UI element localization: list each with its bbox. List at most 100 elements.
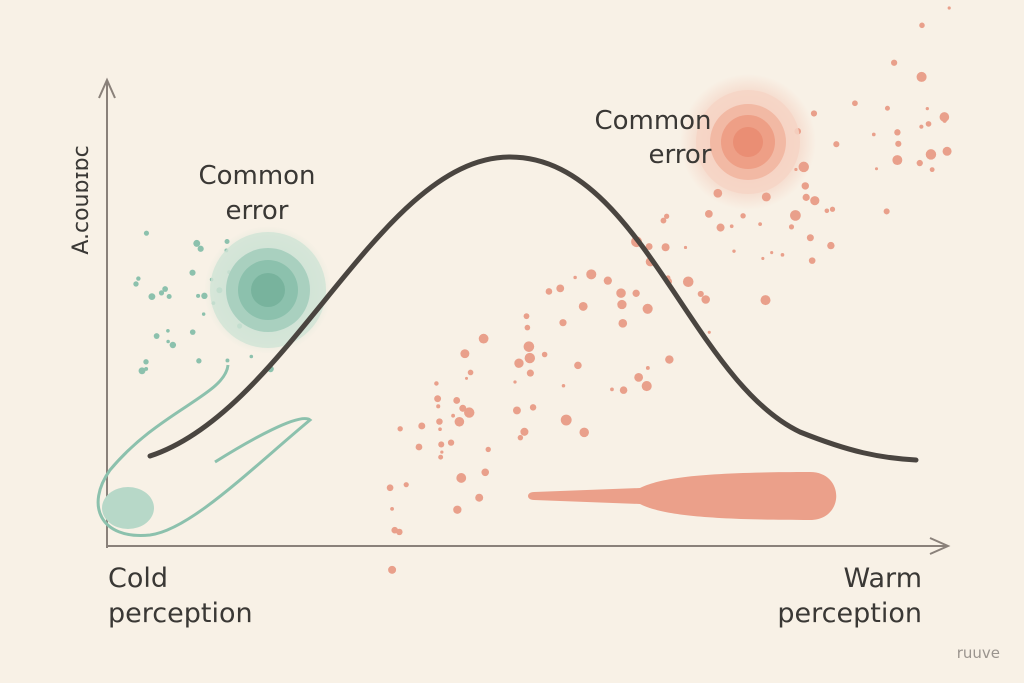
dot: [617, 299, 627, 310]
cold-error-halo: [204, 226, 332, 354]
dot: [852, 100, 858, 107]
dot: [618, 319, 628, 328]
dot: [578, 301, 588, 311]
dot: [806, 234, 814, 242]
dot: [925, 149, 937, 160]
dot: [189, 269, 196, 276]
dot: [189, 329, 196, 335]
dot: [892, 155, 903, 166]
dot: [153, 333, 160, 339]
dot: [386, 484, 394, 492]
x-axis-label: perception: [777, 598, 922, 629]
dot: [827, 241, 835, 250]
dot: [541, 351, 548, 358]
dot: [664, 213, 670, 219]
dot: [942, 118, 947, 123]
dot: [478, 333, 489, 344]
dot: [586, 269, 597, 280]
dot: [166, 339, 170, 344]
dot: [162, 286, 168, 292]
dot: [464, 407, 475, 418]
dot: [249, 354, 254, 359]
dot: [610, 387, 614, 392]
dot: [434, 381, 439, 386]
dot: [919, 22, 925, 29]
dot: [916, 159, 923, 167]
annotation: error: [226, 196, 289, 226]
annotation: Common: [594, 106, 711, 136]
dot: [780, 253, 785, 257]
dot: [661, 243, 670, 252]
dot: [645, 366, 650, 370]
dot: [517, 434, 524, 441]
dot: [143, 359, 149, 365]
dot: [579, 427, 589, 438]
dot: [701, 295, 710, 304]
dot: [916, 71, 927, 82]
dot: [523, 341, 535, 352]
dot: [641, 380, 652, 392]
annotation: error: [649, 140, 712, 170]
dot: [874, 167, 879, 171]
dot: [574, 361, 582, 370]
cold-tail: [96, 364, 313, 537]
watermark: ruuve: [957, 644, 1000, 662]
dot: [545, 288, 553, 295]
dot: [520, 427, 529, 436]
dot: [434, 395, 442, 403]
dot: [829, 206, 836, 212]
dot: [740, 213, 746, 219]
dot: [451, 413, 456, 418]
dot: [683, 245, 688, 250]
dot: [133, 281, 139, 287]
x-axis-label: Warm: [844, 563, 922, 594]
dot: [947, 6, 951, 10]
dot: [460, 349, 470, 359]
dot: [705, 210, 713, 218]
dot: [559, 319, 567, 327]
dot: [144, 366, 149, 371]
dot: [481, 468, 490, 477]
dot: [634, 373, 644, 382]
dot: [138, 367, 146, 375]
dot: [440, 450, 444, 454]
dot: [716, 223, 725, 232]
dot: [808, 257, 816, 264]
cold-bulb: [102, 487, 154, 529]
warm-error-halo: [680, 74, 816, 210]
dot: [453, 505, 462, 514]
y-axis-label: A.couɒɪɒc: [69, 145, 94, 254]
dot: [196, 293, 201, 298]
dot: [939, 112, 950, 122]
dot: [196, 358, 202, 364]
dot: [929, 167, 935, 173]
dot: [560, 414, 572, 426]
dot: [760, 295, 771, 306]
dot: [403, 482, 409, 488]
dot: [515, 361, 522, 368]
dot: [573, 275, 577, 280]
dot: [619, 386, 628, 394]
dot: [524, 324, 531, 331]
dot: [388, 565, 397, 574]
dot: [665, 355, 674, 364]
dot: [925, 121, 932, 127]
dot: [485, 446, 491, 453]
dot: [561, 383, 566, 388]
dot: [454, 416, 465, 427]
dot: [707, 330, 711, 334]
dot: [761, 256, 765, 261]
dot: [556, 284, 565, 293]
dot: [884, 105, 890, 111]
dot: [166, 293, 172, 299]
dot: [603, 276, 612, 285]
annotation: Common: [198, 161, 315, 191]
dot: [143, 230, 150, 236]
dot: [438, 427, 442, 432]
dot: [193, 239, 201, 247]
dot: [790, 210, 801, 221]
dot: [919, 124, 924, 129]
dot: [891, 59, 898, 66]
